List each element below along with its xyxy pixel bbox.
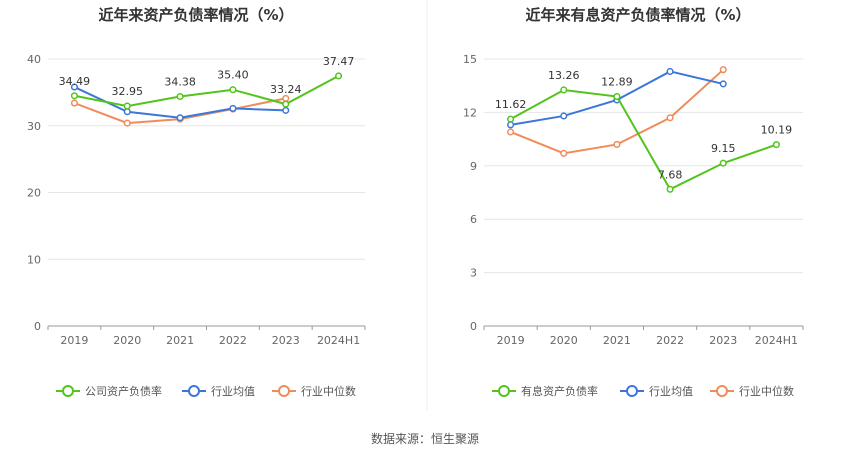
data-point[interactable] <box>560 86 568 94</box>
data-label: 11.62 <box>495 98 527 111</box>
data-label: 35.40 <box>217 69 249 82</box>
legend-item[interactable]: 行业中位数 <box>710 384 794 398</box>
data-point[interactable] <box>282 94 290 102</box>
data-label: 12.89 <box>601 76 633 89</box>
data-point[interactable] <box>123 102 131 110</box>
series-line <box>74 75 340 108</box>
data-label: 9.15 <box>711 142 736 155</box>
data-point[interactable] <box>282 106 290 114</box>
legend-label: 有息资产负债率 <box>521 384 598 398</box>
data-point[interactable] <box>719 66 727 74</box>
legend-item[interactable]: 有息资产负债率 <box>492 384 598 398</box>
legend-label: 行业均值 <box>649 385 693 398</box>
y-tick-label: 9 <box>470 160 477 173</box>
legend-marker-icon <box>62 385 74 397</box>
y-tick-label: 20 <box>27 187 41 200</box>
y-tick-label: 15 <box>463 53 477 66</box>
legend-item[interactable]: 公司资产负债率 <box>56 384 162 398</box>
data-point[interactable] <box>719 159 727 167</box>
data-label: 7.68 <box>658 168 683 181</box>
data-point[interactable] <box>666 67 674 76</box>
data-point[interactable] <box>666 114 674 122</box>
legend-marker-icon <box>626 385 638 397</box>
y-tick-label: 0 <box>34 320 41 333</box>
data-point[interactable] <box>229 86 237 94</box>
data-label: 34.49 <box>59 75 91 88</box>
data-point[interactable] <box>560 149 568 157</box>
y-tick-label: 12 <box>463 106 477 119</box>
data-point[interactable] <box>613 140 621 148</box>
legend-label: 公司资产负债率 <box>85 384 162 398</box>
data-point[interactable] <box>70 99 78 107</box>
chart-title-right: 近年来有息资产负债率情况（%） <box>525 6 750 24</box>
legend-item[interactable]: 行业中位数 <box>272 384 356 398</box>
x-tick-label: 2019 <box>497 334 525 347</box>
data-source-note: 数据来源：恒生聚源 <box>371 431 479 446</box>
x-tick-label: 2022 <box>656 334 684 347</box>
x-tick-label: 2021 <box>603 334 631 347</box>
legend-marker-icon <box>498 385 510 397</box>
chart-right: 0 3 6 9 12 15 2019 2020 2021 2022 2023 2024H1 11.62 1… <box>463 53 804 347</box>
x-tick-label: 2020 <box>550 334 578 347</box>
data-point[interactable] <box>123 108 131 116</box>
y-tick-label: 10 <box>27 253 41 266</box>
y-tick-label: 0 <box>470 320 477 333</box>
legend-marker-icon <box>278 385 290 397</box>
data-point[interactable] <box>719 80 727 88</box>
legend-item[interactable]: 行业均值 <box>620 385 693 398</box>
legend-item[interactable]: 行业均值 <box>182 385 255 398</box>
x-tick-label: 2024H1 <box>317 334 360 347</box>
data-point[interactable] <box>666 185 674 193</box>
chart-left: 0 10 20 30 40 2019 2020 2021 2022 2023 2024H1 34.49… <box>27 53 366 347</box>
x-tick-label: 2021 <box>166 334 194 347</box>
legend-marker-icon <box>716 385 728 397</box>
y-tick-label: 6 <box>470 213 477 226</box>
x-tick-label: 2023 <box>272 334 300 347</box>
data-point[interactable] <box>507 128 515 136</box>
data-point[interactable] <box>70 83 78 91</box>
chart-title-left: 近年来资产负债率情况（%） <box>98 6 293 24</box>
x-tick-label: 2020 <box>113 334 141 347</box>
data-point[interactable] <box>123 119 131 127</box>
legend-label: 行业中位数 <box>739 384 794 398</box>
legend-right[interactable]: 有息资产负债率 行业均值 行业中位数 <box>492 384 794 398</box>
data-label: 34.38 <box>164 76 196 89</box>
data-label: 10.19 <box>761 124 793 137</box>
y-tick-label: 40 <box>27 53 41 66</box>
data-point[interactable] <box>772 141 780 149</box>
x-tick-label: 2024H1 <box>755 334 798 347</box>
x-tick-label: 2022 <box>219 334 247 347</box>
data-point[interactable] <box>282 100 290 108</box>
y-tick-label: 3 <box>470 267 477 280</box>
legend-left[interactable]: 公司资产负债率 行业均值 行业中位数 <box>56 384 356 398</box>
data-point[interactable] <box>335 72 343 80</box>
x-tick-label: 2019 <box>60 334 88 347</box>
data-point[interactable] <box>229 104 237 112</box>
data-point[interactable] <box>507 115 515 123</box>
data-point[interactable] <box>176 114 184 122</box>
data-point[interactable] <box>70 92 78 100</box>
data-point[interactable] <box>176 92 184 101</box>
data-point[interactable] <box>613 93 621 101</box>
data-label: 32.95 <box>112 85 144 98</box>
x-tick-label: 2023 <box>709 334 737 347</box>
y-tick-label: 30 <box>27 120 41 133</box>
legend-label: 行业中位数 <box>301 384 356 398</box>
legend-marker-icon <box>188 385 200 397</box>
series-line <box>510 88 777 191</box>
data-point[interactable] <box>560 112 568 120</box>
data-label: 37.47 <box>323 55 355 68</box>
data-label: 13.26 <box>548 69 580 82</box>
legend-label: 行业均值 <box>211 385 255 398</box>
data-point[interactable] <box>507 121 515 129</box>
data-label: 33.24 <box>270 83 302 96</box>
